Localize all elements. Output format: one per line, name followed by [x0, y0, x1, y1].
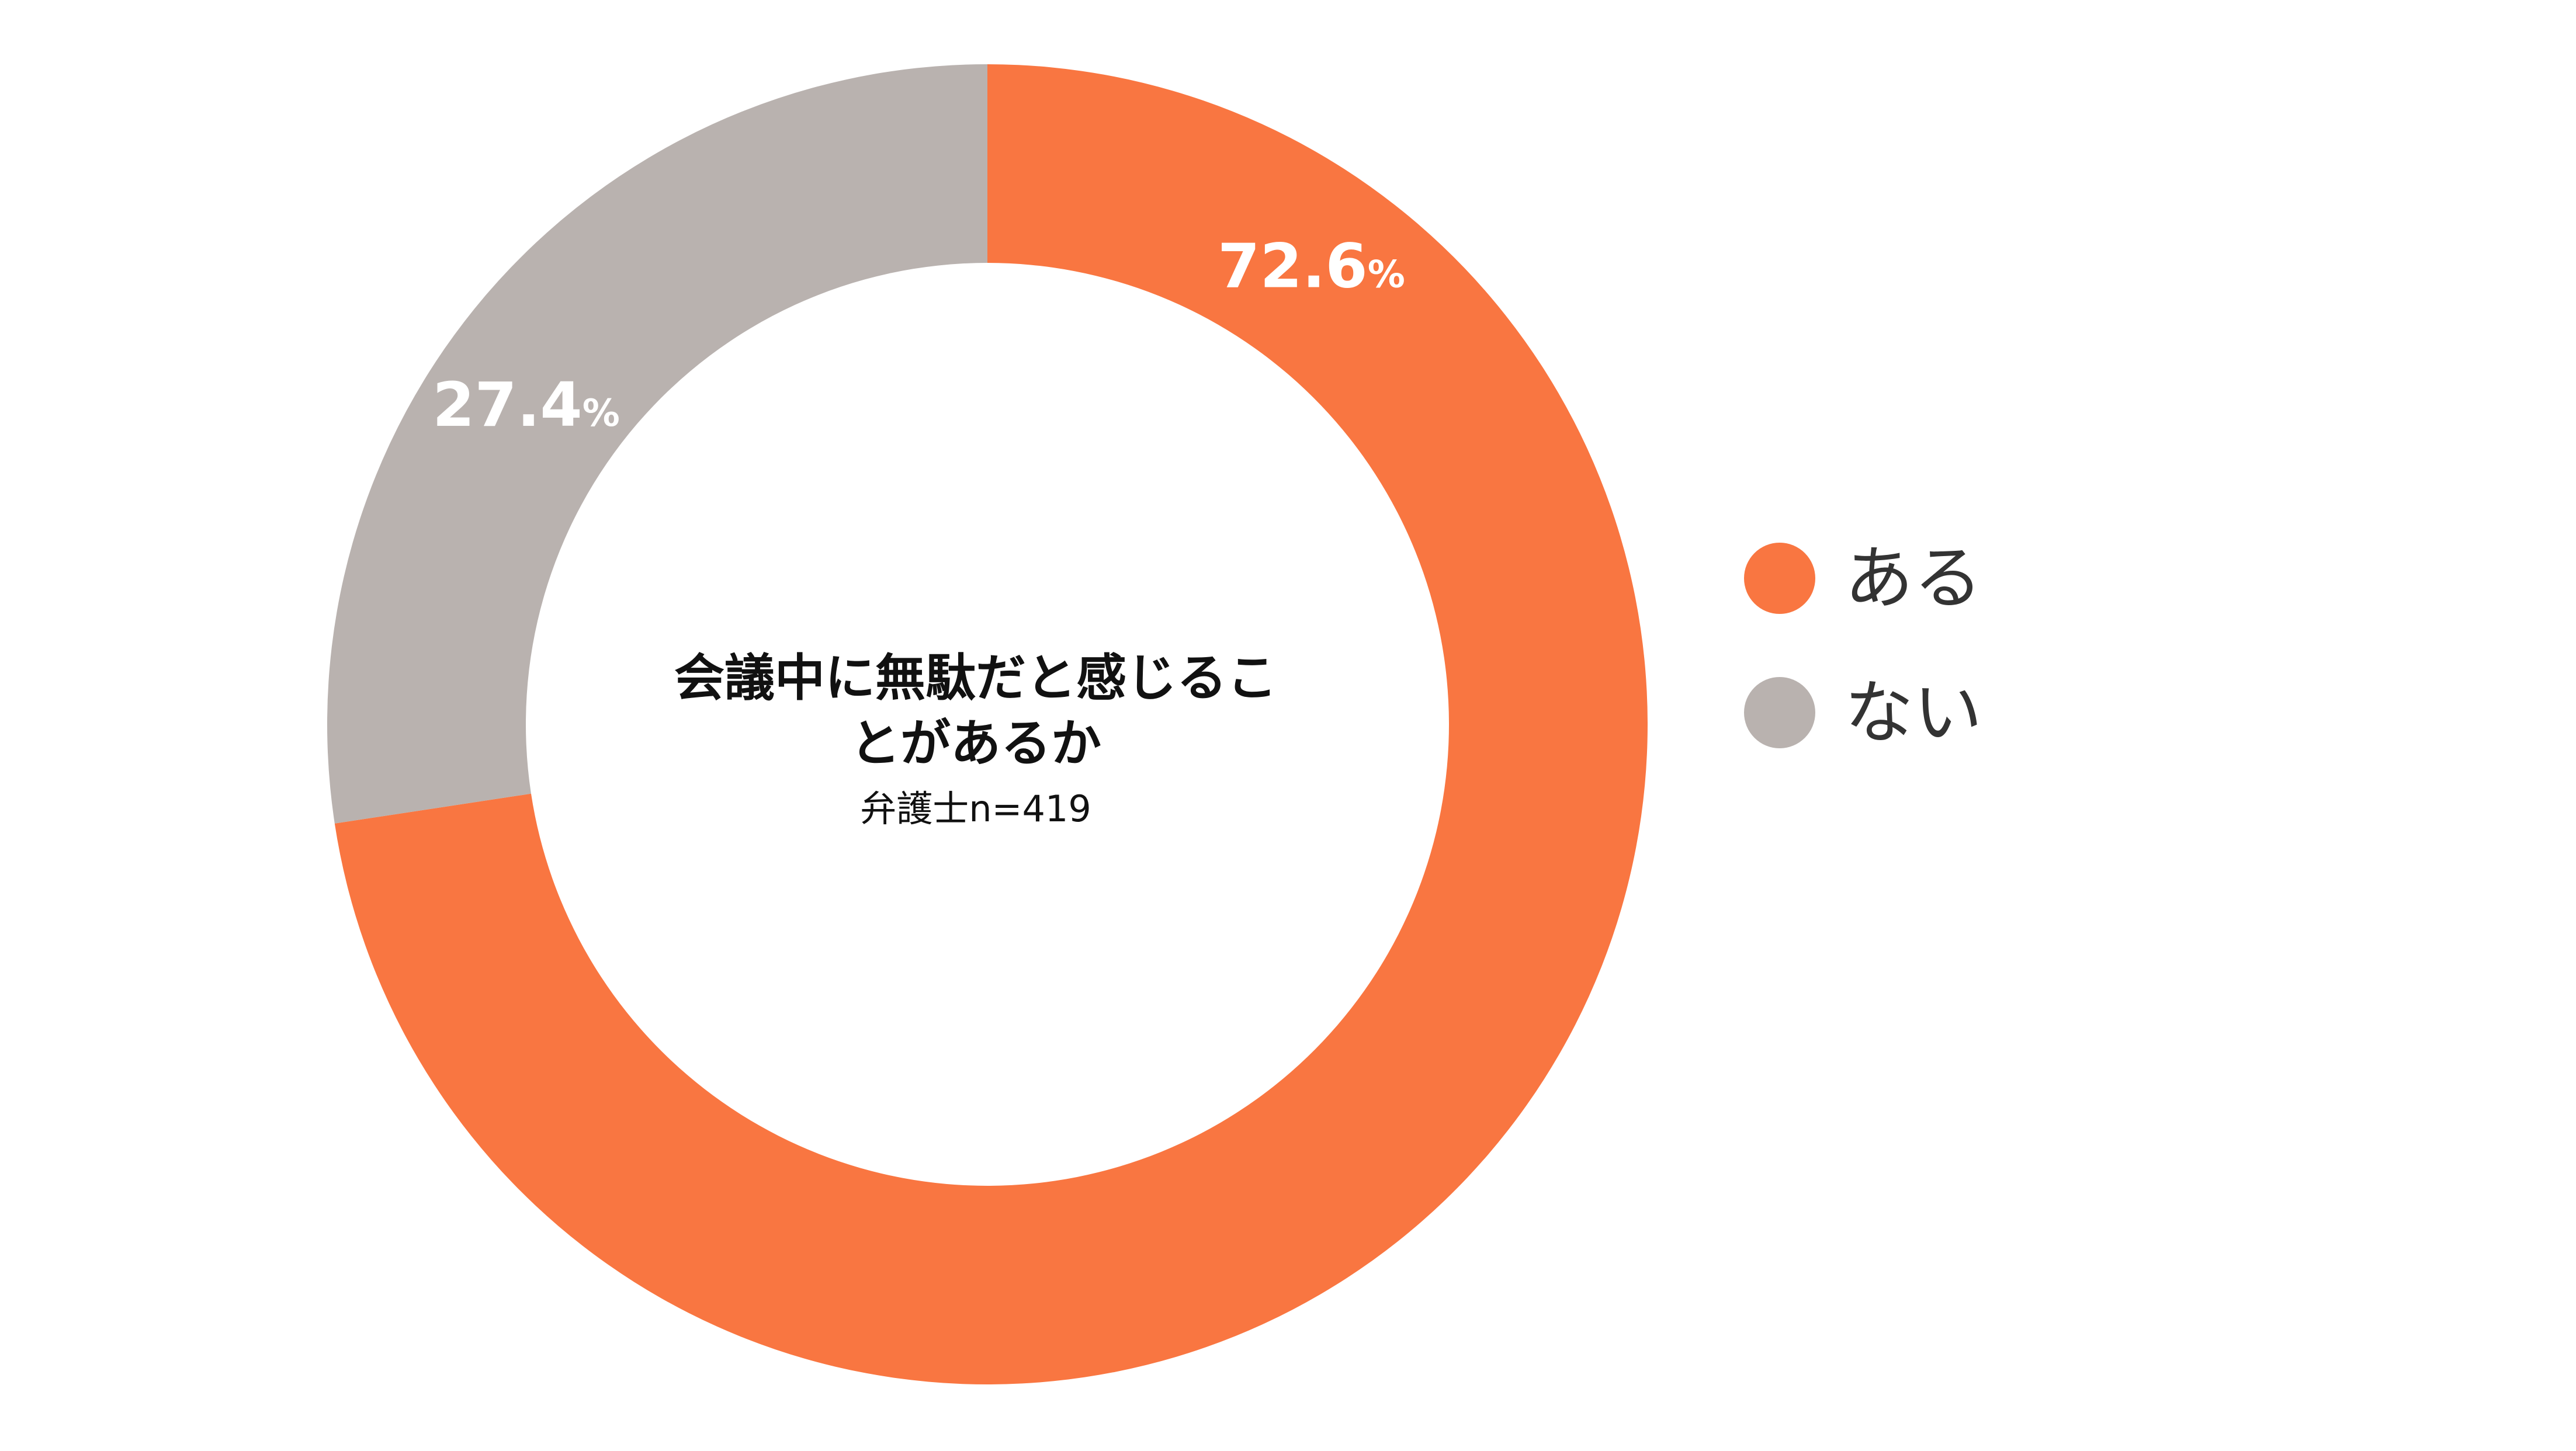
donut-slice-nai: [327, 64, 987, 824]
legend-label-nai: ない: [1845, 672, 1983, 753]
chart-center-subtitle: 弁護士n=419: [860, 787, 1091, 830]
legend-label-aru: ある: [1845, 538, 1983, 619]
donut-slice-aru: [334, 64, 1648, 1385]
legend-swatch-nai: [1744, 677, 1815, 748]
slice-value-label-nai: 27.4%: [432, 369, 620, 440]
legend-item-nai: ない: [1744, 672, 1983, 753]
legend-item-aru: ある: [1744, 538, 1983, 619]
legend: ある ない: [1744, 543, 1982, 812]
chart-center-title-line-2: とがあるか: [850, 714, 1101, 773]
slice-value-label-aru: 72.6%: [1218, 230, 1405, 301]
chart-center-title-line-1: 会議中に無駄だと感じるこ: [674, 649, 1277, 707]
chart-center-title: 会議中に無駄だと感じるこ とがあるか: [640, 645, 1312, 776]
legend-swatch-aru: [1744, 543, 1815, 614]
